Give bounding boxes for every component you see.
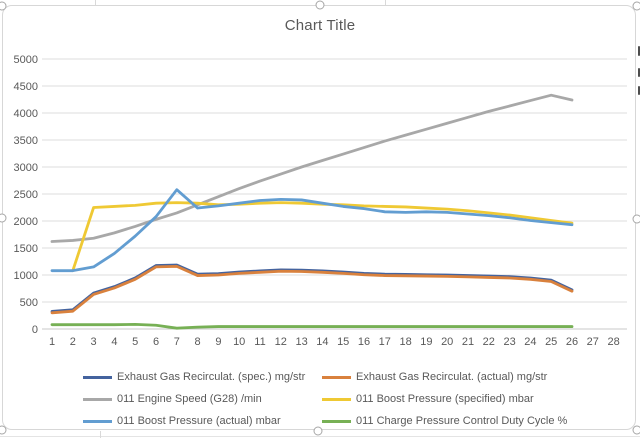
y-axis-tick-label: 0	[32, 324, 38, 336]
y-axis-tick-label: 3000	[14, 162, 38, 174]
legend-item[interactable]: 011 Boost Pressure (actual) mbar	[83, 410, 305, 432]
legend-label: Exhaust Gas Recirculat. (actual) mg/str	[356, 371, 548, 383]
y-axis-tick-label: 1000	[14, 270, 38, 282]
series-line-4[interactable]	[50, 188, 574, 273]
x-axis-tick-label: 1	[49, 336, 55, 348]
y-axis-tick-label: 4000	[14, 108, 38, 120]
x-axis-tick-label: 22	[483, 336, 495, 348]
selection-handle-mid-left[interactable]	[0, 213, 7, 223]
legend-label: 011 Boost Pressure (specified) mbar	[356, 393, 534, 405]
legend-label: 011 Engine Speed (G28) /min	[117, 393, 262, 405]
legend-label: Exhaust Gas Recirculat. (spec.) mg/str	[117, 371, 306, 383]
legend-item[interactable]: 011 Engine Speed (G28) /min	[83, 388, 305, 410]
x-axis-tick-label: 24	[524, 336, 536, 348]
selection-handle-bottom-mid[interactable]	[313, 426, 323, 436]
y-axis-tick-label: 1500	[14, 243, 38, 255]
x-axis-tick-label: 26	[566, 336, 578, 348]
legend-swatch	[322, 375, 351, 379]
x-axis-tick-label: 23	[503, 336, 515, 348]
selection-handle-top-mid[interactable]	[315, 0, 325, 10]
legend-column: Exhaust Gas Recirculat. (actual) mg/str 0…	[322, 366, 567, 432]
x-axis-tick-label: 21	[462, 336, 474, 348]
y-axis-tick-label: 2500	[14, 189, 38, 201]
x-axis-tick-label: 19	[420, 336, 432, 348]
legend-swatch	[83, 419, 112, 423]
x-axis-tick-label: 14	[316, 336, 328, 348]
x-axis-tick-label: 16	[358, 336, 370, 348]
legend-item[interactable]: Exhaust Gas Recirculat. (actual) mg/str	[322, 366, 567, 388]
sheet-edge-content	[638, 68, 640, 77]
selection-handle-top-left[interactable]	[0, 1, 7, 11]
x-axis-tick-label: 6	[153, 336, 159, 348]
y-axis-tick-label: 3500	[14, 135, 38, 147]
legend-swatch	[83, 375, 112, 379]
x-axis-tick-label: 4	[111, 336, 117, 348]
y-axis-tick-label: 2000	[14, 216, 38, 228]
series-line-5[interactable]	[50, 323, 574, 330]
legend-label: 011 Charge Pressure Control Duty Cycle %	[356, 415, 568, 427]
legend-swatch	[83, 397, 112, 401]
legend-column: Exhaust Gas Recirculat. (spec.) mg/str 01…	[83, 366, 305, 432]
legend-swatch	[322, 397, 351, 401]
x-axis-tick-label: 15	[337, 336, 349, 348]
selection-handle-bottom-left[interactable]	[0, 425, 7, 435]
x-axis-tick-label: 3	[91, 336, 97, 348]
series-line-1[interactable]	[50, 264, 574, 315]
x-axis-tick-label: 12	[275, 336, 287, 348]
selection-handle-bottom-right[interactable]	[632, 425, 640, 435]
x-axis-tick-label: 20	[441, 336, 453, 348]
y-axis-tick-label: 5000	[14, 54, 38, 66]
x-axis-tick-label: 25	[545, 336, 557, 348]
x-axis-tick-label: 8	[195, 336, 201, 348]
sheet-gridline	[100, 431, 101, 438]
y-axis-tick-label: 4500	[14, 81, 38, 93]
legend-label: 011 Boost Pressure (actual) mbar	[117, 415, 281, 427]
x-axis-tick-label: 17	[379, 336, 391, 348]
x-axis-tick-label: 13	[295, 336, 307, 348]
x-axis-tick-label: 27	[587, 336, 599, 348]
sheet-gridline	[0, 436, 640, 437]
sheet-gridline	[95, 0, 96, 5]
x-axis-tick-label: 7	[174, 336, 180, 348]
sheet-edge-content	[638, 46, 640, 56]
selection-handle-mid-right[interactable]	[632, 214, 640, 224]
x-axis-tick-label: 2	[70, 336, 76, 348]
x-axis-tick-label: 5	[132, 336, 138, 348]
legend-item[interactable]: 011 Boost Pressure (specified) mbar	[322, 388, 567, 410]
x-axis-tick-label: 11	[254, 336, 265, 348]
legend-swatch	[322, 419, 351, 423]
selection-handle-top-right[interactable]	[632, 1, 640, 11]
series-line-3[interactable]	[71, 201, 574, 273]
legend-item[interactable]: Exhaust Gas Recirculat. (spec.) mg/str	[83, 366, 305, 388]
series-line-2[interactable]	[50, 93, 574, 243]
sheet-gridline	[385, 0, 386, 5]
chart-legend: Exhaust Gas Recirculat. (spec.) mg/str 01…	[0, 366, 640, 432]
chart-title[interactable]: Chart Title	[284, 17, 356, 34]
legend-item[interactable]: 011 Charge Pressure Control Duty Cycle %	[322, 410, 567, 432]
sheet-edge-content	[638, 86, 640, 95]
x-axis-tick-label: 9	[215, 336, 221, 348]
x-axis-tick-label: 28	[607, 336, 619, 348]
x-axis-tick-label: 18	[399, 336, 411, 348]
x-axis-tick-label: 10	[233, 336, 245, 348]
y-axis-tick-label: 500	[20, 297, 38, 309]
